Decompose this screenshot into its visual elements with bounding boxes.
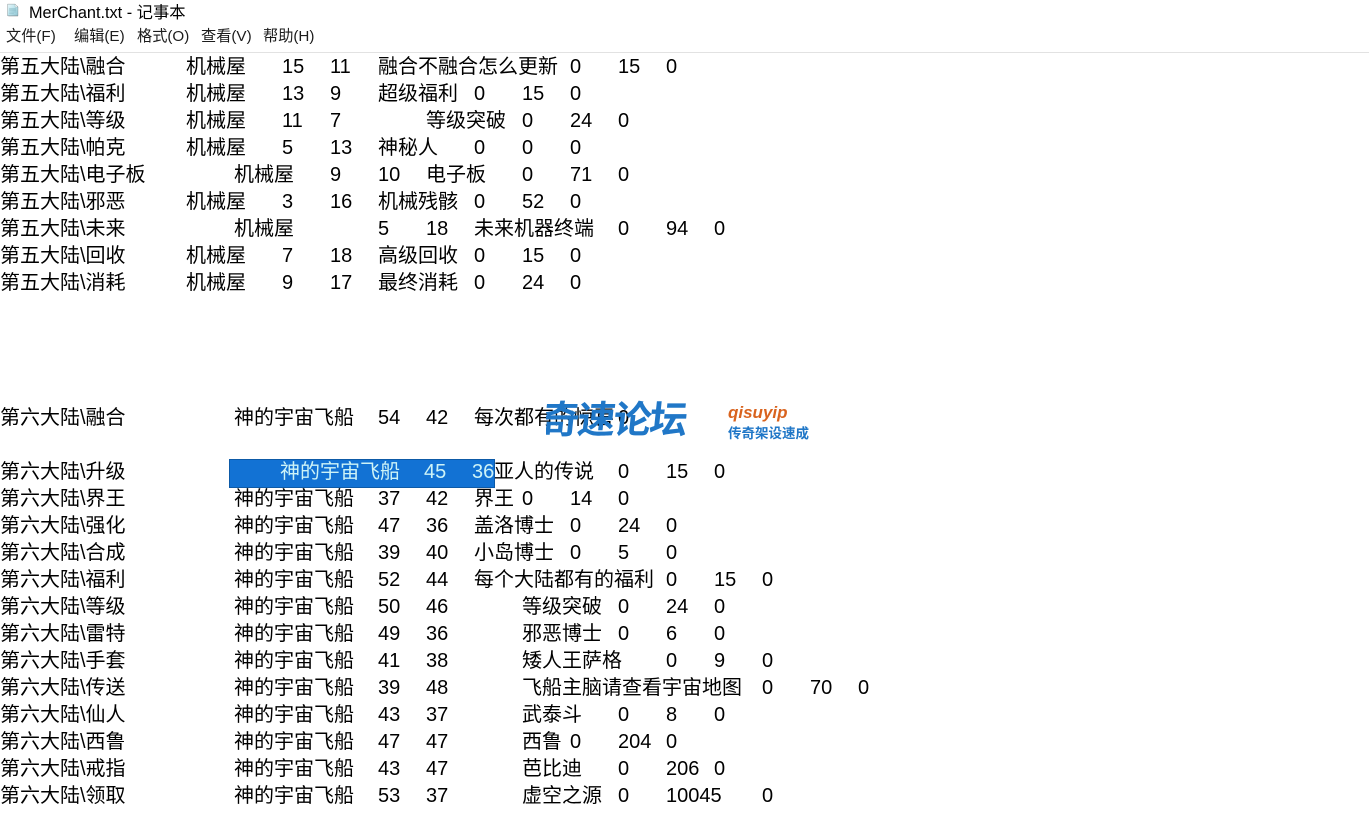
svg-text:传奇架设速成: 传奇架设速成 [728, 425, 809, 441]
svg-text:qisuyip: qisuyip [728, 403, 788, 422]
svg-text:奇速论坛: 奇速论坛 [546, 399, 690, 442]
